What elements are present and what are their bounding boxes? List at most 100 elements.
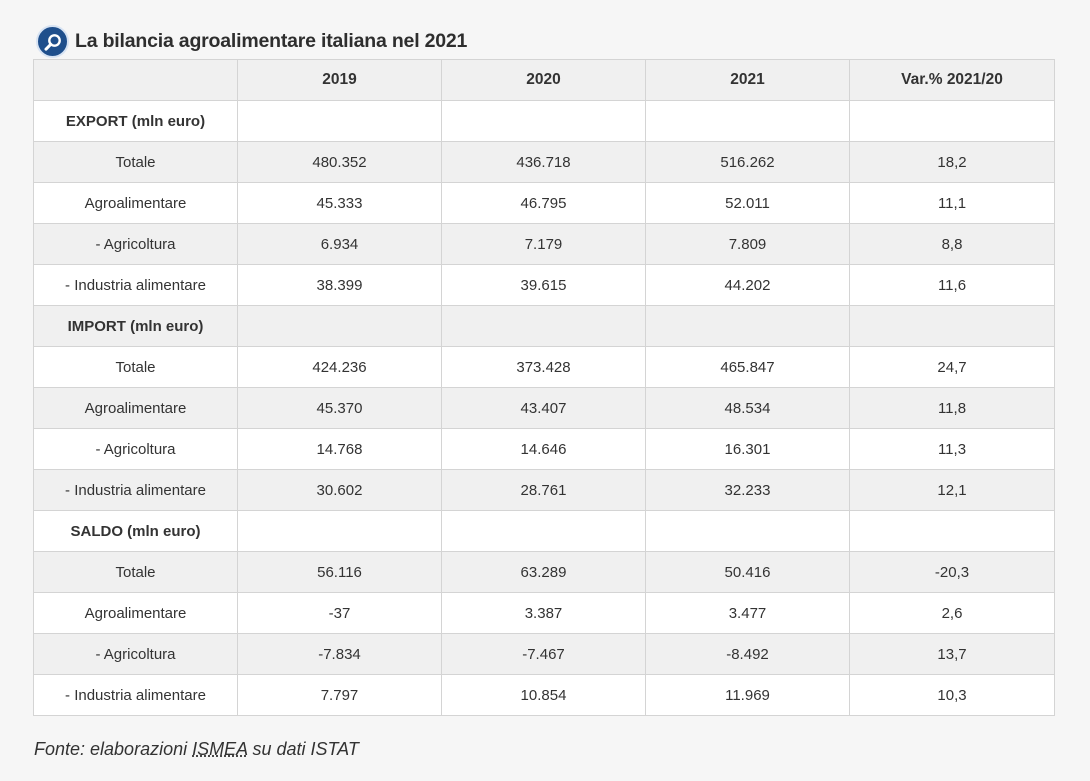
column-header: Var.% 2021/20: [849, 59, 1055, 101]
table-cell: 45.370: [237, 387, 442, 429]
table-cell: [645, 510, 850, 552]
table-cell: [849, 305, 1055, 347]
table-cell: 63.289: [441, 551, 646, 593]
table-row: - Industria alimentare 38.399 39.615 44.202…: [33, 264, 1055, 306]
row-label: - Industria alimentare: [33, 469, 238, 511]
row-label: - Industria alimentare: [33, 674, 238, 716]
table-row: Agroalimentare -37 3.387 3.477 2,6: [33, 592, 1055, 634]
table-row: Totale 424.236 373.428 465.847 24,7: [33, 346, 1055, 388]
magnifier-icon: [36, 24, 69, 58]
table-cell: [237, 305, 442, 347]
table-cell: 11,1: [849, 182, 1055, 224]
table-cell: [441, 510, 646, 552]
table-cell: 436.718: [441, 141, 646, 183]
table-cell: -7.834: [237, 633, 442, 675]
table-cell: 14.768: [237, 428, 442, 470]
table-cell: 3.477: [645, 592, 850, 634]
source-suffix: su dati ISTAT: [247, 739, 359, 759]
table-cell: 30.602: [237, 469, 442, 511]
table-cell: [849, 100, 1055, 142]
table-cell: 12,1: [849, 469, 1055, 511]
table-row: - Agricoltura 6.934 7.179 7.809 8,8: [33, 223, 1055, 265]
table-body: EXPORT (mln euro) Totale 480.352 436.718 516…: [33, 100, 1055, 716]
table-cell: 50.416: [645, 551, 850, 593]
table-cell: 11,6: [849, 264, 1055, 306]
section-label: EXPORT (mln euro): [33, 100, 238, 142]
source-note: Fonte: elaborazioni ISMEA su dati ISTAT: [34, 739, 359, 760]
table-cell: 44.202: [645, 264, 850, 306]
section-label: SALDO (mln euro): [33, 510, 238, 552]
table-header-row: 2019 2020 2021 Var.% 2021/20: [33, 59, 1055, 101]
table-row: Agroalimentare 45.333 46.795 52.011 11,1: [33, 182, 1055, 224]
table-cell: -7.467: [441, 633, 646, 675]
column-header: 2021: [645, 59, 850, 101]
table-row: - Agricoltura 14.768 14.646 16.301 11,3: [33, 428, 1055, 470]
section-row: IMPORT (mln euro): [33, 305, 1055, 347]
table-cell: 7.179: [441, 223, 646, 265]
page-title: La bilancia agroalimentare italiana nel …: [75, 29, 468, 52]
table-cell: 24,7: [849, 346, 1055, 388]
source-prefix: Fonte: elaborazioni: [34, 739, 193, 759]
table-cell: 11.969: [645, 674, 850, 716]
section-row: SALDO (mln euro): [33, 510, 1055, 552]
table-cell: 52.011: [645, 182, 850, 224]
table-cell: 480.352: [237, 141, 442, 183]
column-header: [33, 59, 238, 101]
table-cell: [237, 510, 442, 552]
table-cell: 46.795: [441, 182, 646, 224]
row-label: - Agricoltura: [33, 428, 238, 470]
trade-balance-table: 2019 2020 2021 Var.% 2021/20 EXPORT (mln…: [33, 59, 1055, 716]
section-row: EXPORT (mln euro): [33, 100, 1055, 142]
table-cell: 43.407: [441, 387, 646, 429]
table-cell: [237, 100, 442, 142]
table-cell: 516.262: [645, 141, 850, 183]
table-cell: 11,8: [849, 387, 1055, 429]
table-cell: 18,2: [849, 141, 1055, 183]
source-link[interactable]: ISMEA: [192, 739, 248, 759]
table-cell: 10.854: [441, 674, 646, 716]
table-cell: 48.534: [645, 387, 850, 429]
row-label: - Agricoltura: [33, 223, 238, 265]
row-label: Agroalimentare: [33, 182, 238, 224]
table-row: - Industria alimentare 7.797 10.854 11.969 1…: [33, 674, 1055, 716]
table-cell: 56.116: [237, 551, 442, 593]
row-label: Agroalimentare: [33, 592, 238, 634]
row-label: Agroalimentare: [33, 387, 238, 429]
table-cell: 13,7: [849, 633, 1055, 675]
table-cell: 424.236: [237, 346, 442, 388]
table-cell: 465.847: [645, 346, 850, 388]
column-header: 2020: [441, 59, 646, 101]
table-cell: 2,6: [849, 592, 1055, 634]
table-cell: 11,3: [849, 428, 1055, 470]
table-row: Agroalimentare 45.370 43.407 48.534 11,8: [33, 387, 1055, 429]
table-row: - Agricoltura -7.834 -7.467 -8.492 13,7: [33, 633, 1055, 675]
table-row: Totale 480.352 436.718 516.262 18,2: [33, 141, 1055, 183]
table-cell: [441, 100, 646, 142]
row-label: Totale: [33, 551, 238, 593]
row-label: Totale: [33, 141, 238, 183]
table-cell: [645, 305, 850, 347]
table-cell: [441, 305, 646, 347]
section-label: IMPORT (mln euro): [33, 305, 238, 347]
table-cell: 3.387: [441, 592, 646, 634]
table-cell: 10,3: [849, 674, 1055, 716]
table-row: Totale 56.116 63.289 50.416 -20,3: [33, 551, 1055, 593]
title-bar: La bilancia agroalimentare italiana nel …: [36, 24, 467, 58]
table-cell: 7.809: [645, 223, 850, 265]
table-cell: 6.934: [237, 223, 442, 265]
table-cell: 32.233: [645, 469, 850, 511]
row-label: Totale: [33, 346, 238, 388]
table-cell: 28.761: [441, 469, 646, 511]
table-cell: 39.615: [441, 264, 646, 306]
table-cell: 38.399: [237, 264, 442, 306]
table-cell: [849, 510, 1055, 552]
table-cell: 45.333: [237, 182, 442, 224]
column-header: 2019: [237, 59, 442, 101]
row-label: - Agricoltura: [33, 633, 238, 675]
table-cell: -20,3: [849, 551, 1055, 593]
table-cell: 16.301: [645, 428, 850, 470]
table-cell: 14.646: [441, 428, 646, 470]
table-cell: [645, 100, 850, 142]
table-cell: -37: [237, 592, 442, 634]
table-row: - Industria alimentare 30.602 28.761 32.233…: [33, 469, 1055, 511]
